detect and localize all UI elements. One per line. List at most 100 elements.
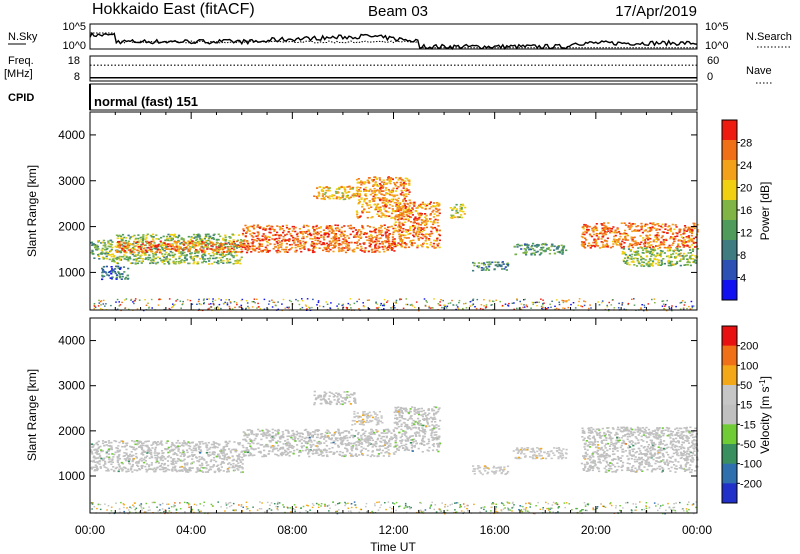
echo-cell <box>351 449 354 452</box>
echo-cell <box>690 234 693 237</box>
colorbar-segment <box>722 280 737 301</box>
power-colorbar-label: Power [dB] <box>758 182 772 241</box>
noise-cell <box>171 306 173 309</box>
echo-cell <box>125 458 128 461</box>
echo-cell <box>603 226 606 229</box>
echo-cell <box>407 220 410 222</box>
echo-cell <box>533 249 536 252</box>
echo-cell <box>678 229 681 232</box>
echo-cell <box>155 262 158 265</box>
echo-cell <box>353 193 356 195</box>
echo-cell <box>149 262 152 265</box>
echo-cell <box>223 458 226 461</box>
echo-cell <box>228 462 231 464</box>
echo-cell <box>356 244 359 247</box>
noise-cell <box>198 308 200 311</box>
echo-cell <box>587 242 591 245</box>
echo-cell <box>407 193 410 195</box>
echo-cell <box>224 246 227 249</box>
echo-cell <box>95 441 99 444</box>
echo-cell <box>269 231 272 234</box>
echo-cell <box>222 262 225 264</box>
echo-cell <box>387 211 390 213</box>
echo-cell <box>242 244 245 246</box>
echo-cell <box>365 197 368 200</box>
echo-cell <box>325 248 328 250</box>
echo-cell <box>388 244 391 247</box>
echo-cell <box>110 278 114 280</box>
echo-cell <box>507 263 510 266</box>
echo-cell <box>369 188 372 191</box>
echo-cell <box>581 245 584 247</box>
noise-cell <box>411 303 413 306</box>
echo-cell <box>150 451 153 454</box>
echo-cell <box>370 216 373 219</box>
noise-cell <box>248 307 250 309</box>
echo-cell <box>422 242 425 244</box>
echo-cell <box>265 251 268 253</box>
echo-cell <box>189 252 192 255</box>
noise-cell <box>286 306 288 309</box>
echo-cell <box>539 249 542 251</box>
echo-cell <box>130 465 133 468</box>
echo-cell <box>191 454 194 456</box>
echo-cell <box>180 237 183 239</box>
echo-cell <box>623 252 626 255</box>
echo-cell <box>109 448 112 450</box>
echo-cell <box>106 274 109 276</box>
echo-cell <box>178 248 181 251</box>
echo-cell <box>150 250 153 252</box>
echo-cell <box>365 236 368 238</box>
echo-cell <box>213 451 216 454</box>
echo-cell <box>355 242 358 244</box>
echo-cell <box>222 446 225 448</box>
echo-cell <box>632 257 636 260</box>
echo-cell <box>144 238 147 241</box>
echo-cell <box>169 235 172 238</box>
echo-cell <box>178 260 181 263</box>
noise-cell <box>561 299 563 302</box>
echo-cell <box>280 244 283 246</box>
echo-cell <box>313 237 317 239</box>
echo-cell <box>417 205 420 208</box>
echo-cell <box>548 252 551 255</box>
echo-cell <box>316 233 319 236</box>
echo-cell <box>213 261 216 263</box>
echo-cell <box>662 258 665 260</box>
echo-cell <box>459 203 463 206</box>
echo-cell <box>197 252 200 254</box>
echo-cell <box>399 212 402 215</box>
echo-cell <box>398 223 401 226</box>
echo-cell <box>257 251 260 253</box>
echo-cell <box>424 219 427 222</box>
echo-cell <box>201 456 204 459</box>
echo-cell <box>212 464 215 466</box>
echo-cell <box>96 468 99 471</box>
echo-cell <box>199 470 202 472</box>
echo-cell <box>239 241 242 244</box>
noise-cell <box>470 300 473 302</box>
echo-cell <box>243 239 246 241</box>
echo-cell <box>341 246 344 249</box>
echo-cell <box>216 455 219 458</box>
echo-cell <box>157 244 160 246</box>
echo-cell <box>219 243 222 245</box>
echo-cell <box>338 230 341 233</box>
echo-cell <box>212 238 216 240</box>
echo-cell <box>162 255 165 257</box>
echo-cell <box>401 191 404 194</box>
echo-cell <box>211 241 215 244</box>
echo-cell <box>422 234 425 237</box>
echo-cell <box>594 239 598 241</box>
echo-cell <box>301 233 304 235</box>
echo-cell <box>149 234 152 237</box>
echo-cell <box>128 243 132 245</box>
echo-cell <box>651 226 654 228</box>
noise-cell <box>563 307 566 310</box>
noise-cell <box>128 308 130 311</box>
noise-cell <box>175 300 177 302</box>
echo-cell <box>108 242 111 245</box>
echo-cell <box>164 467 167 469</box>
noise-cell <box>423 298 426 300</box>
echo-cell <box>98 453 101 455</box>
